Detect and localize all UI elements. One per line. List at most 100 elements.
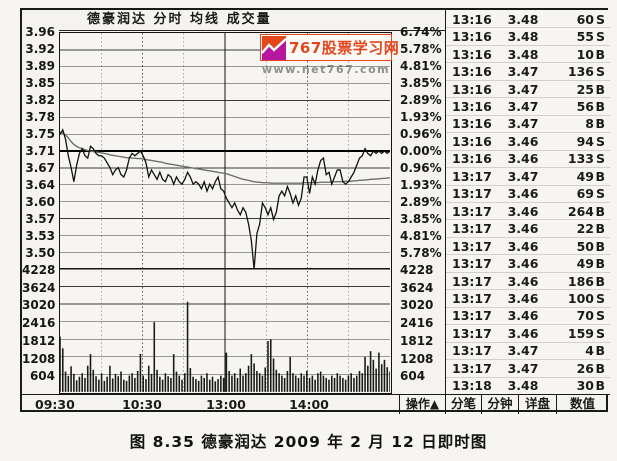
tab-tick[interactable]: 分笔 [446,395,482,414]
trade-time: 13:17 [452,238,492,254]
trade-side-flag: B [595,98,605,114]
percent-axis-label: 0.96% [400,161,442,175]
trade-price: 3.46 [507,273,539,289]
trade-row: 13:16 3.47 136 S [446,63,610,81]
trade-price: 3.47 [507,360,539,376]
trade-price: 3.47 [507,343,539,359]
trade-side-flag: S [595,133,605,149]
trade-time: 13:16 [452,29,492,45]
intraday-chart-plot[interactable] [59,32,392,394]
trade-row: 13:16 3.47 8 B [446,116,610,134]
chart-title: 德豪润达 分时 均线 成交量 [59,10,445,31]
trade-side-flag: S [595,290,605,306]
trade-price: 3.46 [507,308,539,324]
trade-volume: 30 [576,378,594,394]
trade-row: 13:17 3.46 50 B [446,238,610,256]
price-axis-label: 3.53 [25,229,55,243]
volume-axis-label-right: 2416 [400,316,434,330]
trade-time: 13:16 [452,11,492,27]
trade-time: 13:16 [452,81,492,97]
trade-price: 3.48 [507,11,539,27]
percent-axis-label: 2.89% [400,93,442,107]
trade-side-flag: S [595,29,605,45]
trade-volume: 94 [576,133,594,149]
trade-time: 13:16 [452,116,492,132]
trade-volume: 136 [567,64,594,80]
trade-side-flag: S [595,11,605,27]
trade-time: 13:17 [452,203,492,219]
trade-time: 13:17 [452,186,492,202]
volume-axis-label-left: 4228 [22,263,56,277]
price-axis-label: 3.57 [25,212,55,226]
time-label-0930: 09:30 [35,397,75,412]
time-axis: 09:30 10:30 13:00 14:00 [22,394,399,414]
view-tab-bar: 分笔 分钟 详盘 数值 [445,394,610,414]
trade-price: 3.47 [507,64,539,80]
action-button[interactable]: 操作▲ [399,394,445,414]
trade-time: 13:18 [452,378,492,394]
quote-window: 德豪润达 分时 均线 成交量 767股票学习网 www.net767.com 1… [20,8,610,414]
trade-price: 3.46 [507,325,539,341]
percent-axis-label: 4.81% [400,229,442,243]
figure-caption: 图 8.35 德豪润达 2009 年 2 月 12 日即时图 [129,433,488,451]
trade-volume: 10 [576,46,594,62]
trade-price: 3.48 [507,46,539,62]
trade-time: 13:17 [452,273,492,289]
volume-axis-label-right: 1208 [400,352,434,366]
trade-price: 3.46 [507,203,539,219]
volume-axis-label-left: 3020 [22,298,56,312]
trade-volume: 4 [585,343,594,359]
trade-price: 3.48 [507,29,539,45]
logo-url: www.net767.com [261,63,391,76]
percent-axis-label: 1.93% [400,178,442,192]
trade-volume: 22 [576,221,594,237]
price-axis-label: 3.82 [25,93,55,107]
trade-price: 3.46 [507,256,539,272]
time-label-1300: 13:00 [206,397,246,412]
trade-row: 13:17 3.46 100 S [446,290,610,308]
trade-price: 3.47 [507,98,539,114]
triangle-up-icon: ▲ [429,397,440,411]
trade-side-flag: B [595,256,605,272]
trade-time: 13:17 [452,168,492,184]
trade-row: 13:16 3.47 25 B [446,81,610,99]
trade-time: 13:17 [452,343,492,359]
trade-row: 13:17 3.46 70 S [446,308,610,326]
volume-axis-label-left: 604 [29,369,55,383]
volume-axis-label-right: 604 [400,369,426,383]
tick-trade-list[interactable]: 13:16 3.48 60 S 13:16 3.48 55 S 13:16 3.48 10 B 13:1… [445,10,610,394]
tab-minute[interactable]: 分钟 [482,395,519,414]
trade-side-flag: S [595,308,605,324]
trade-row: 13:17 3.47 49 B [446,168,610,186]
trade-price: 3.46 [507,151,539,167]
trade-side-flag: B [595,168,605,184]
price-axis-label: 3.85 [25,76,55,90]
trade-side-flag: S [595,325,605,341]
percent-axis-label: 0.00% [400,144,442,158]
trade-time: 13:17 [452,290,492,306]
trade-row: 13:17 3.46 49 B [446,255,610,273]
trade-volume: 60 [576,11,594,27]
trade-volume: 69 [576,186,594,202]
trade-volume: 55 [576,29,594,45]
tab-value[interactable]: 数值 [569,396,595,411]
trade-time: 13:17 [452,360,492,376]
trade-row: 13:17 3.46 264 B [446,203,610,221]
trade-row: 13:16 3.48 10 B [446,46,610,64]
trade-time: 13:17 [452,308,492,324]
trade-price: 3.46 [507,290,539,306]
trade-row: 13:17 3.46 22 B [446,220,610,238]
logo-text: 767股票学习网 [289,39,400,57]
percent-axis-label: 3.85% [400,76,442,90]
tab-detail[interactable]: 详盘 [519,395,557,414]
trade-volume: 159 [567,325,594,341]
volume-axis-label-right: 3624 [400,281,434,295]
trade-time: 13:16 [452,98,492,114]
trade-row: 13:17 3.47 26 B [446,360,610,378]
percent-axis-label: 2.89% [400,195,442,209]
trade-volume: 49 [576,168,594,184]
trade-side-flag: B [595,221,605,237]
trade-row: 13:16 3.47 56 B [446,98,610,116]
trade-time: 13:17 [452,256,492,272]
trade-volume: 70 [576,308,594,324]
